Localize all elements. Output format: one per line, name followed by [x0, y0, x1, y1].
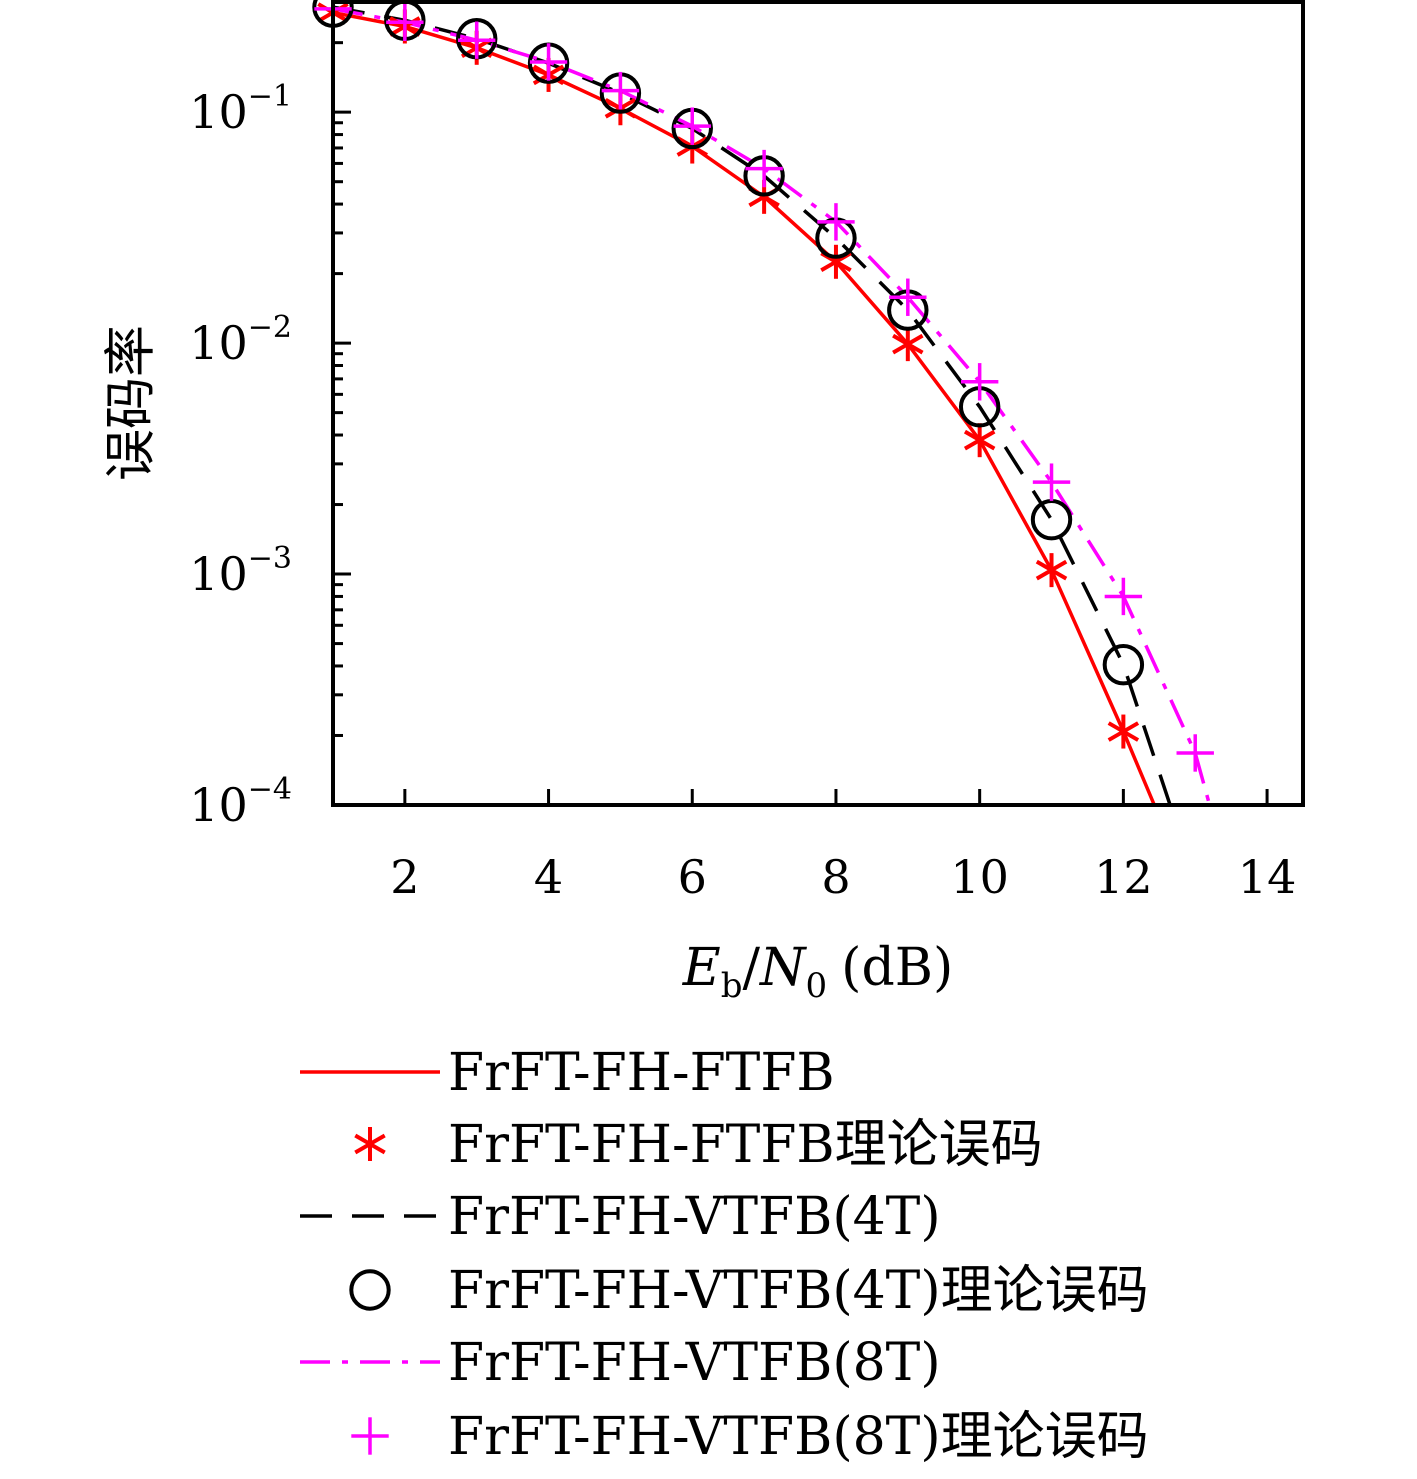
- x-title-unit: (dB): [841, 938, 953, 998]
- x-title-main: E: [682, 938, 721, 998]
- legend-entry-1: FrFT-FH-FTFB理论误码: [354, 1115, 1043, 1175]
- marker-circle: [1030, 498, 1073, 541]
- legend-entry-2: FrFT-FH-VTFB(4T): [300, 1187, 941, 1247]
- legend-label: FrFT-FH-FTFB理论误码: [448, 1115, 1043, 1175]
- x-tick-label: 12: [1094, 850, 1153, 904]
- legend-label: FrFT-FH-VTFB(8T): [448, 1333, 941, 1393]
- marker-plus: [889, 278, 927, 316]
- x-tick-label: 10: [950, 850, 1009, 904]
- y-axis-title: 误码率: [102, 325, 162, 481]
- x-title-main2: N: [758, 938, 807, 998]
- legend-label: FrFT-FH-VTFB(4T)理论误码: [448, 1261, 1149, 1321]
- series-line-4: [333, 7, 1212, 805]
- marker-plus: [529, 43, 568, 81]
- series-line-0: [333, 10, 1156, 805]
- plot-frame: [331, 0, 1305, 807]
- marker-plus: [745, 149, 783, 188]
- marker-plus: [1032, 463, 1071, 501]
- x-tick-label: 4: [534, 850, 563, 904]
- legend-entry-3: FrFT-FH-VTFB(4T)理论误码: [349, 1261, 1149, 1321]
- marker-asterisk: [354, 1127, 386, 1161]
- marker-asterisk: [892, 327, 924, 362]
- marker-asterisk: [1107, 714, 1140, 749]
- legend-entry-5: FrFT-FH-VTFB(8T)理论误码: [351, 1407, 1149, 1467]
- x-tick-label: 8: [821, 850, 850, 904]
- x-title-sub1: b: [721, 966, 743, 1006]
- legend-label: FrFT-FH-VTFB(4T): [448, 1187, 941, 1247]
- x-axis-title: Eb/N0 (dB): [682, 938, 953, 1006]
- y-tick-label: 10−2: [189, 310, 292, 370]
- legend-entry-4: FrFT-FH-VTFB(8T): [300, 1333, 941, 1393]
- legend-label: FrFT-FH-FTFB: [448, 1043, 835, 1103]
- marker-plus: [960, 363, 999, 401]
- marker-asterisk: [963, 423, 996, 458]
- marker-plus: [817, 203, 855, 241]
- marker-plus: [386, 3, 424, 42]
- x-tick-label: 2: [390, 850, 419, 904]
- marker-plus: [351, 1417, 389, 1455]
- x-tick-label: 14: [1238, 850, 1297, 904]
- legend-entry-0: FrFT-FH-FTFB: [300, 1043, 835, 1103]
- series-line-2: [333, 5, 1172, 805]
- marker-plus: [601, 71, 640, 110]
- series-markers-1: [317, 0, 1140, 749]
- legend: FrFT-FH-FTFB FrFT-FH-FTFB理论误码 FrFT-FH-VTFB…: [300, 1043, 1149, 1467]
- series-markers-3: [312, 0, 1145, 686]
- x-tick-label: 6: [678, 850, 707, 904]
- y-tick-label: 10−3: [189, 541, 292, 601]
- marker-plus: [673, 107, 711, 145]
- marker-asterisk: [1035, 553, 1068, 588]
- marker-circle: [1102, 644, 1145, 686]
- y-tick-label: 10−4: [189, 772, 292, 832]
- marker-plus: [458, 21, 496, 59]
- y-tick-label: 10−1: [189, 79, 292, 139]
- legend-label: FrFT-FH-VTFB(8T)理论误码: [448, 1407, 1149, 1467]
- marker-plus: [1176, 734, 1214, 772]
- marker-circle: [349, 1269, 391, 1311]
- x-title-sub2: 0: [806, 966, 828, 1006]
- marker-plus: [1104, 577, 1143, 616]
- x-title-sep: /: [742, 938, 760, 998]
- series-markers-5: [314, 0, 1214, 772]
